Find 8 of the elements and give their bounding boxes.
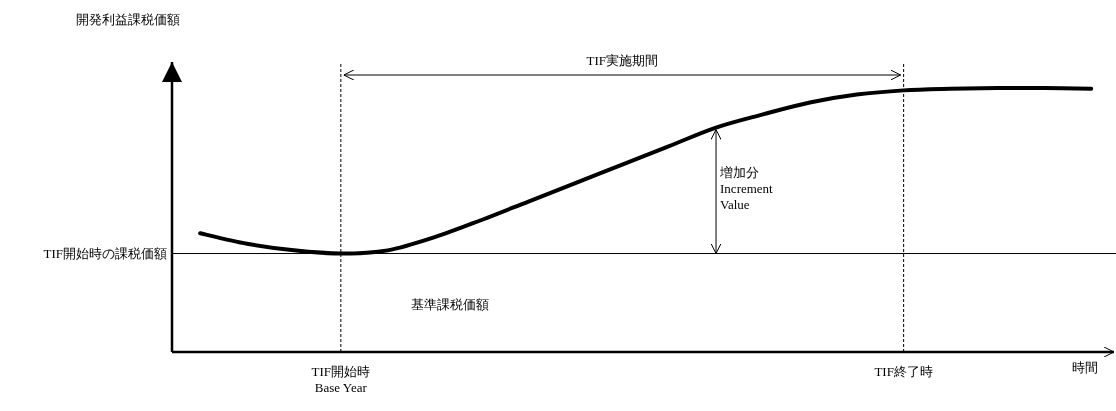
annotation: 基準課税価額 [410, 296, 489, 312]
text: TIF実施期間 [586, 53, 658, 68]
annotation: 増加分 Increment Value [719, 164, 774, 212]
x-axis-title: 時間 [1072, 360, 1098, 375]
x-tick-label: TIF終了時 [874, 364, 933, 379]
y-axis-title: 開発利益課税価額 [76, 12, 180, 27]
x-tick-label: TIF開始時 Base Year [311, 364, 371, 395]
ref-line-label: TIF開始時の課税価額 [43, 245, 167, 261]
